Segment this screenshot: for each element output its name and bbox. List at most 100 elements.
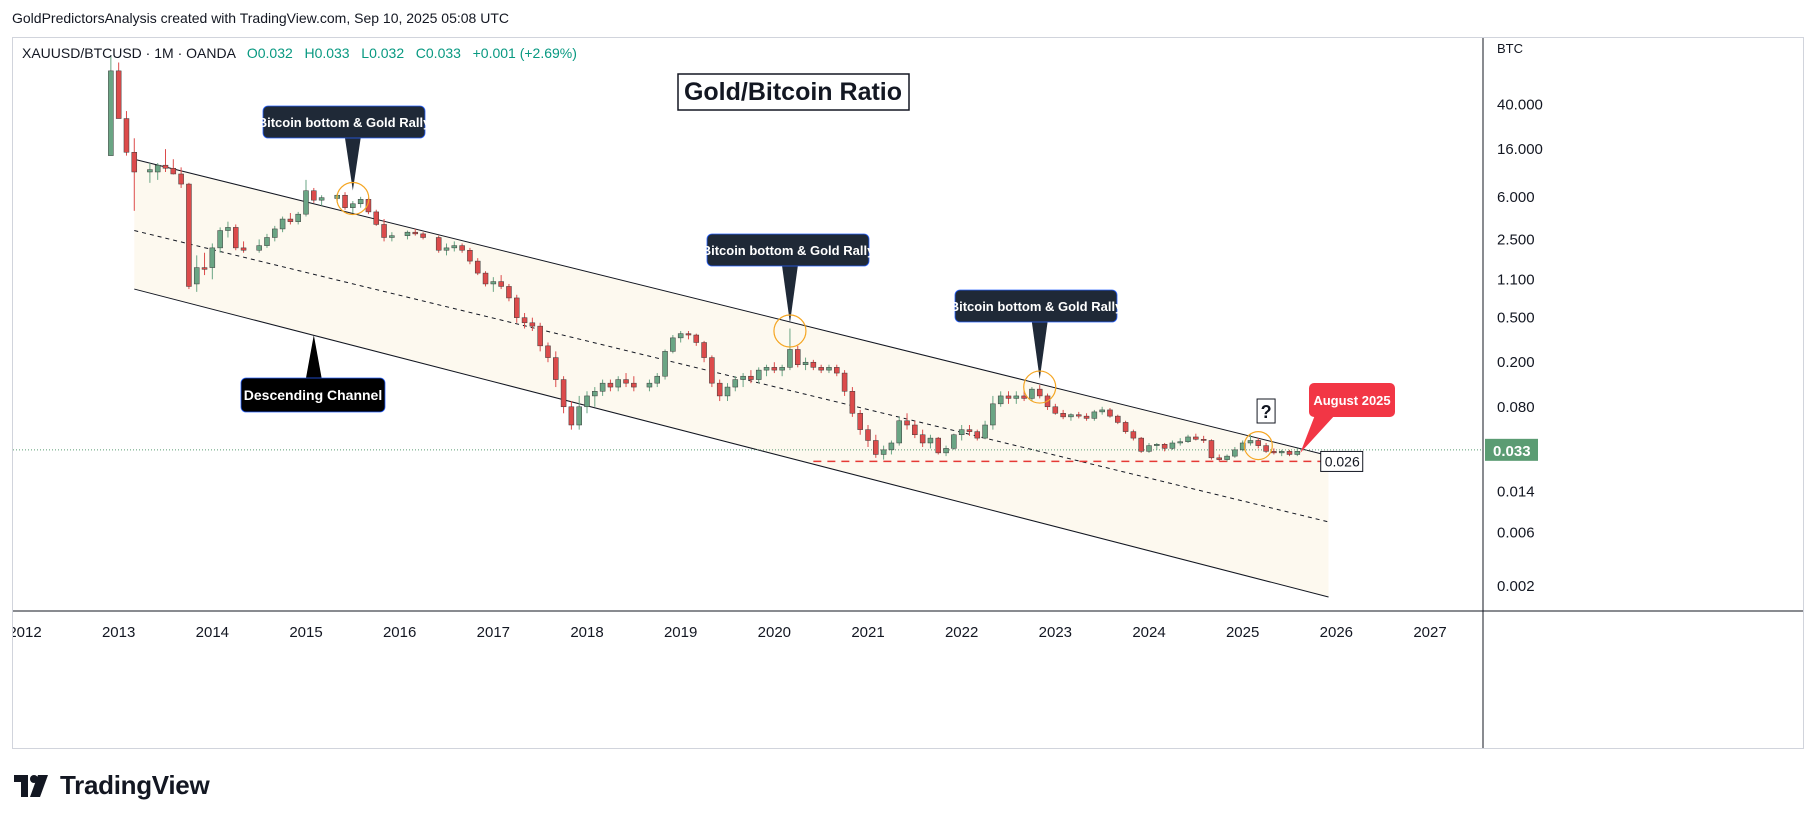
channel-fill <box>134 159 1329 598</box>
candle-body <box>670 337 676 352</box>
candle-body <box>779 367 785 371</box>
y-tick-label: 40.000 <box>1497 97 1543 114</box>
candle-body <box>1216 457 1222 460</box>
candle-body <box>178 173 184 185</box>
tradingview-logo-icon <box>14 774 48 797</box>
candle-body <box>381 224 387 238</box>
candle-body <box>912 424 918 436</box>
candle-body <box>1263 445 1269 452</box>
data-source: OANDA <box>186 45 236 61</box>
y-tick-label: 0.080 <box>1497 399 1535 416</box>
tradingview-logo[interactable]: TradingView <box>14 770 210 801</box>
callout-pointer <box>1031 321 1048 380</box>
ohlc-open: O0.032 <box>246 45 293 61</box>
candle-body <box>857 413 863 430</box>
highlight-circle <box>1023 370 1057 404</box>
candle-body <box>927 437 934 444</box>
candle-body <box>1005 395 1012 399</box>
candle-body <box>599 382 606 392</box>
candle-body <box>201 267 208 270</box>
candle-body <box>506 286 512 299</box>
callout-pointer <box>305 335 322 379</box>
callout-pointer <box>344 137 361 191</box>
candle-body <box>412 231 419 235</box>
y-tick-label: 0.006 <box>1497 525 1535 542</box>
candle-body <box>1239 442 1246 451</box>
candle-body <box>771 367 778 371</box>
candle-body <box>974 431 981 439</box>
candle-body <box>576 406 582 426</box>
candle-body <box>1122 422 1129 432</box>
callout-box <box>706 233 870 267</box>
candle-body <box>115 70 122 119</box>
candle-body <box>568 406 575 426</box>
candle-body <box>240 247 247 251</box>
candle-body <box>841 372 848 392</box>
candle-body <box>318 197 325 201</box>
callout-label: Bitcoin bottom & Gold Rally <box>702 243 875 258</box>
symbol-name[interactable]: XAUUSD/BTCUSD <box>22 45 142 61</box>
candle-body <box>1138 437 1144 452</box>
candle-body <box>826 367 832 371</box>
candle-body <box>997 395 1004 405</box>
candle-body <box>233 227 239 249</box>
candle-body <box>919 434 926 444</box>
candle-body <box>342 194 348 208</box>
chart-frame: 2012 2013 2014 2015 2016 2017 2018 2019 2020 2021… <box>12 37 1804 749</box>
candle-body <box>607 382 614 388</box>
candle-body <box>123 118 130 153</box>
august-2025-box <box>1309 383 1395 417</box>
candle-body <box>529 322 536 327</box>
candle-body <box>1200 439 1207 441</box>
x-tick-label: 2022 <box>945 624 978 641</box>
candle-body <box>1083 415 1090 419</box>
candle-body <box>193 267 200 285</box>
candle-body <box>880 449 887 455</box>
candle-body <box>435 237 442 251</box>
candle-body <box>1052 406 1059 414</box>
x-tick-label: 2026 <box>1320 624 1353 641</box>
candle-body <box>982 424 988 439</box>
candle-body <box>935 437 941 454</box>
candle-body <box>1013 395 1020 399</box>
candle-body <box>404 231 411 236</box>
candle-body <box>303 190 309 215</box>
chart-credit: GoldPredictorsAnalysis created with Trad… <box>12 10 509 26</box>
candle-body <box>701 342 707 358</box>
x-tick-label: 2012 <box>13 624 42 641</box>
question-label: ? <box>1261 402 1272 422</box>
x-tick-label: 2019 <box>664 624 697 641</box>
candle-body <box>958 429 965 436</box>
callout-pointer <box>1300 415 1335 453</box>
y-tick-label: 6.000 <box>1497 189 1535 206</box>
candle-body <box>748 375 754 380</box>
candle-body <box>389 235 395 238</box>
candle-body <box>1255 440 1262 446</box>
x-tick-label: 2013 <box>102 624 135 641</box>
candle-body <box>1091 411 1098 419</box>
descending-channel-box <box>240 377 386 413</box>
candle-body <box>1068 414 1074 418</box>
x-tick-label: 2014 <box>196 624 229 641</box>
candle-body <box>1208 440 1215 459</box>
chart-svg[interactable]: 2012 2013 2014 2015 2016 2017 2018 2019 2020 2021… <box>13 38 1803 748</box>
candle-body <box>732 379 739 388</box>
candle-body <box>217 230 223 249</box>
candle-body <box>170 167 177 175</box>
x-tick-label: 2020 <box>758 624 791 641</box>
candle-body <box>1169 442 1176 449</box>
y-unit-label: BTC <box>1497 41 1523 56</box>
tradingview-brand: TradingView <box>60 770 210 800</box>
candle-body <box>1036 388 1043 397</box>
candle-body <box>716 382 723 397</box>
candle-body <box>209 247 216 268</box>
highlight-circle <box>336 181 370 216</box>
candle-body <box>943 448 949 454</box>
x-tick-label: 2025 <box>1226 624 1259 641</box>
candle-body <box>553 357 559 380</box>
channel-mid-line <box>134 230 1329 523</box>
candle-body <box>1278 451 1285 454</box>
support-label: 0.026 <box>1325 453 1360 469</box>
y-tick-label: 0.500 <box>1497 310 1535 327</box>
candle-body <box>888 442 895 451</box>
